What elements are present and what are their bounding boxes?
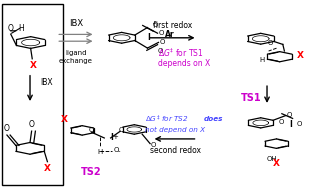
Text: depends on X: depends on X bbox=[158, 59, 210, 68]
Text: I: I bbox=[148, 33, 150, 42]
Text: I: I bbox=[289, 120, 292, 129]
Text: $\Delta G^{\ddag}$ for TS2: $\Delta G^{\ddag}$ for TS2 bbox=[145, 113, 189, 125]
Text: O: O bbox=[158, 48, 163, 54]
Text: -: - bbox=[118, 148, 120, 154]
Text: O: O bbox=[113, 147, 118, 153]
Text: O: O bbox=[29, 120, 34, 129]
Text: second redox: second redox bbox=[150, 146, 201, 155]
Text: OH: OH bbox=[266, 156, 277, 162]
Text: Ar: Ar bbox=[165, 30, 174, 39]
Text: O: O bbox=[268, 40, 274, 46]
Text: O: O bbox=[287, 112, 292, 118]
Text: X: X bbox=[273, 159, 280, 168]
Text: O: O bbox=[153, 22, 159, 28]
Text: IBX: IBX bbox=[69, 19, 83, 28]
Text: O: O bbox=[159, 30, 164, 36]
Text: ligand
exchange: ligand exchange bbox=[59, 50, 93, 64]
Text: O: O bbox=[8, 24, 14, 33]
Text: H: H bbox=[260, 57, 265, 64]
Text: X: X bbox=[44, 164, 51, 173]
Text: TS2: TS2 bbox=[81, 167, 102, 177]
Text: O: O bbox=[278, 119, 283, 125]
Bar bbox=[2, 4, 63, 185]
Text: O: O bbox=[151, 142, 156, 148]
Text: +: + bbox=[112, 134, 118, 140]
Text: I: I bbox=[110, 133, 113, 143]
Text: first redox: first redox bbox=[153, 21, 192, 30]
Text: X: X bbox=[61, 115, 68, 124]
Text: O: O bbox=[160, 39, 165, 45]
Text: O: O bbox=[119, 127, 125, 133]
Text: TS1: TS1 bbox=[241, 93, 262, 103]
Text: O: O bbox=[296, 121, 301, 127]
Text: H: H bbox=[97, 149, 102, 155]
Text: O: O bbox=[89, 127, 94, 133]
Text: does: does bbox=[204, 116, 223, 122]
Text: O: O bbox=[3, 124, 9, 133]
Text: H: H bbox=[18, 24, 24, 33]
Text: $\Delta G^{\ddag}$ for TS1: $\Delta G^{\ddag}$ for TS1 bbox=[158, 47, 204, 59]
Text: not depend on X: not depend on X bbox=[145, 126, 205, 132]
Text: IBX: IBX bbox=[40, 78, 53, 87]
Text: X: X bbox=[297, 51, 304, 60]
Text: X: X bbox=[29, 61, 36, 70]
